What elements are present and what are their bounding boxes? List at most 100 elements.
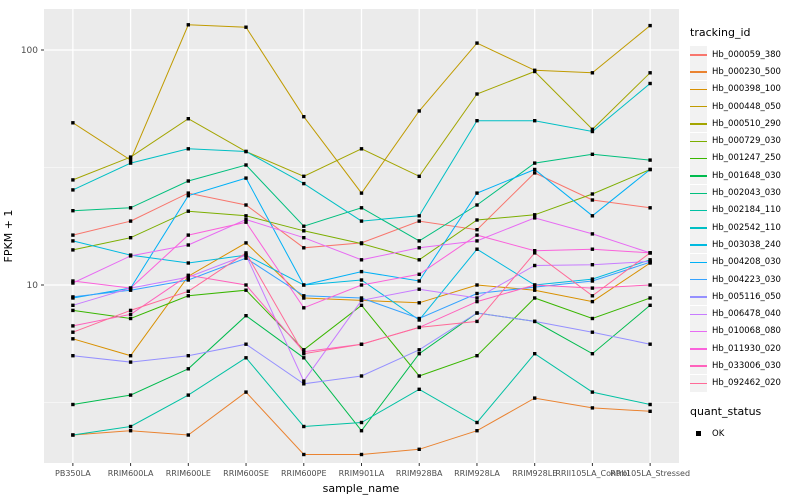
data-point — [475, 247, 479, 251]
quant-key-swatch — [690, 425, 707, 443]
legend-entry-label: Hb_000729_030 — [712, 136, 781, 147]
data-point — [244, 283, 248, 287]
legend-entry-Hb_001648_030: Hb_001648_030 — [690, 167, 800, 185]
legend-entry-Hb_033006_030: Hb_033006_030 — [690, 357, 800, 375]
data-point — [71, 433, 75, 437]
data-point — [417, 272, 421, 276]
x-tick-label: RRIM901LA — [339, 469, 385, 478]
data-point — [244, 163, 248, 167]
data-point — [590, 294, 595, 298]
legend-panel: tracking_id Hb_000059_380 Hb_000230_500 Hb… — [690, 26, 800, 443]
legend-entry-label: Hb_000448_050 — [712, 101, 781, 112]
data-point — [417, 348, 421, 352]
data-point — [186, 275, 190, 279]
data-point — [302, 181, 306, 186]
data-point — [648, 71, 652, 75]
legend-entry-label: Hb_006478_040 — [712, 309, 781, 320]
data-point — [128, 158, 133, 162]
data-point — [648, 402, 652, 407]
data-point — [302, 356, 306, 360]
data-point — [186, 191, 190, 195]
data-point — [359, 147, 364, 151]
legend-key-swatch — [690, 253, 707, 271]
legend-entry-Hb_002043_030: Hb_002043_030 — [690, 184, 800, 202]
data-point — [186, 23, 190, 27]
plot-generated-layer: 10 100 PB350LA RRIM600LA RRIM600LE RRIM600SE R… — [21, 9, 690, 478]
legend-entry-label: Hb_001648_030 — [712, 170, 781, 181]
data-point — [186, 289, 190, 293]
data-point — [475, 420, 479, 425]
data-point — [302, 236, 306, 240]
data-point — [417, 316, 421, 321]
data-point — [128, 155, 133, 159]
data-point — [244, 149, 248, 154]
data-point — [128, 316, 133, 321]
data-point — [244, 253, 248, 257]
data-point — [244, 176, 248, 180]
legend-key-swatch — [690, 219, 707, 237]
legend-entry-label: Hb_092462_020 — [712, 378, 781, 389]
legend-entry-Hb_000729_030: Hb_000729_030 — [690, 132, 800, 150]
legend-key-swatch — [690, 357, 707, 375]
data-point — [590, 127, 595, 131]
data-point — [417, 374, 421, 378]
data-point — [475, 92, 479, 96]
data-point — [302, 379, 306, 383]
data-point — [590, 277, 595, 281]
data-point — [186, 194, 190, 198]
x-tick-label: RRIM928LA — [454, 469, 500, 478]
legend-key-swatch — [690, 149, 707, 167]
data-point — [244, 251, 248, 255]
data-point — [648, 303, 652, 307]
data-point — [359, 283, 364, 287]
data-point — [475, 291, 479, 296]
data-point — [417, 109, 421, 113]
legend-key-swatch — [690, 288, 707, 306]
y-tick-label: 100 — [21, 46, 38, 56]
data-point — [71, 248, 75, 252]
data-point — [475, 319, 479, 324]
data-point — [128, 354, 133, 358]
data-point — [71, 281, 75, 285]
data-point — [533, 213, 537, 217]
legend-key-swatch — [690, 115, 707, 133]
data-point — [244, 220, 248, 224]
legend-entry-label: Hb_033006_030 — [712, 360, 781, 371]
data-point — [359, 206, 364, 210]
data-point — [359, 191, 364, 195]
tracking-id-legend-title: tracking_id — [690, 26, 751, 39]
data-point — [533, 161, 537, 165]
data-point — [417, 387, 421, 391]
data-point — [186, 433, 190, 437]
legend-entry-label: Hb_004208_030 — [712, 257, 781, 268]
data-point — [590, 198, 595, 202]
data-point — [417, 239, 421, 243]
data-point — [475, 233, 479, 237]
data-point — [244, 288, 248, 292]
legend-key-swatch — [690, 374, 707, 392]
data-point — [590, 299, 595, 304]
x-tick-label: RRII105LA_Stressed — [610, 469, 690, 478]
data-point — [244, 217, 248, 222]
data-point — [533, 263, 537, 268]
legend-entry-label: Hb_001247_250 — [712, 153, 781, 164]
legend-key-swatch — [690, 271, 707, 288]
legend-entry-Hb_011930_020: Hb_011930_020 — [690, 340, 800, 358]
legend-entry-label: Hb_002542_110 — [712, 222, 781, 233]
data-point — [648, 342, 652, 346]
data-point — [417, 219, 421, 223]
data-point — [128, 393, 133, 397]
legend-entry-Hb_000230_500: Hb_000230_500 — [690, 63, 800, 81]
data-point — [128, 286, 133, 290]
data-point — [359, 241, 364, 246]
legend-key-swatch — [690, 98, 707, 116]
legend-entry-label: Hb_011930_020 — [712, 343, 781, 354]
legend-key-swatch — [690, 46, 707, 64]
data-point — [128, 424, 133, 429]
data-point — [417, 279, 421, 283]
data-point — [417, 246, 421, 250]
data-point — [186, 147, 190, 151]
data-point — [71, 233, 75, 237]
data-point — [533, 69, 537, 74]
